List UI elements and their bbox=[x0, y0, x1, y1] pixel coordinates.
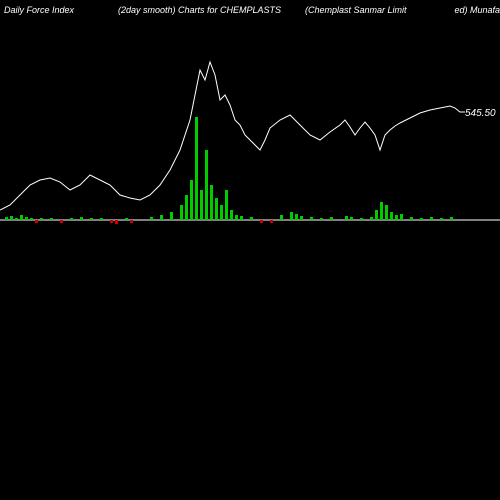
volume-bar bbox=[290, 212, 293, 220]
volume-bar bbox=[410, 217, 413, 220]
volume-bar bbox=[200, 190, 203, 220]
volume-bar bbox=[380, 202, 383, 220]
chart-area: 545.50 bbox=[0, 20, 500, 480]
volume-bar bbox=[270, 220, 273, 223]
volume-bar bbox=[330, 217, 333, 220]
volume-bar bbox=[440, 218, 443, 220]
price-line bbox=[0, 62, 465, 210]
volume-bar bbox=[70, 218, 73, 220]
chart-header: Daily Force Index (2day smooth) Charts f… bbox=[0, 2, 500, 18]
volume-bar bbox=[35, 220, 38, 223]
volume-bar bbox=[280, 215, 283, 220]
volume-bar bbox=[125, 218, 128, 220]
chart-svg bbox=[0, 20, 500, 480]
volume-bar bbox=[400, 214, 403, 220]
volume-bar bbox=[295, 214, 298, 220]
volume-bar bbox=[430, 217, 433, 220]
volume-bar bbox=[235, 215, 238, 220]
volume-bar bbox=[185, 195, 188, 220]
volume-bar bbox=[360, 218, 363, 220]
volume-bar bbox=[15, 218, 18, 220]
volume-bar bbox=[385, 205, 388, 220]
volume-bar bbox=[300, 216, 303, 220]
volume-bar bbox=[350, 217, 353, 220]
volume-bar bbox=[150, 217, 153, 220]
volume-bar bbox=[160, 215, 163, 220]
volume-bar bbox=[260, 220, 263, 223]
volume-bar bbox=[30, 218, 33, 220]
volume-bar bbox=[205, 150, 208, 220]
volume-bar bbox=[420, 218, 423, 220]
header-mid2: (Chemplast Sanmar Limit bbox=[305, 5, 407, 15]
volume-bar bbox=[80, 217, 83, 220]
volume-bar bbox=[5, 217, 8, 220]
volume-bar bbox=[20, 215, 23, 220]
volume-bar bbox=[25, 217, 28, 220]
volume-bar bbox=[310, 217, 313, 220]
volume-bar bbox=[240, 216, 243, 220]
volume-bar bbox=[60, 220, 63, 223]
volume-bar bbox=[220, 205, 223, 220]
volume-bar bbox=[210, 185, 213, 220]
volume-bar bbox=[230, 210, 233, 220]
price-label: 545.50 bbox=[465, 108, 496, 119]
volume-bar bbox=[250, 217, 253, 220]
volume-bar bbox=[395, 215, 398, 220]
volume-bar bbox=[370, 217, 373, 220]
volume-bar bbox=[50, 218, 53, 220]
volume-bar bbox=[10, 216, 13, 220]
header-mid1: (2day smooth) Charts for CHEMPLASTS bbox=[118, 5, 281, 15]
volume-bar bbox=[450, 217, 453, 220]
volume-bar bbox=[345, 216, 348, 220]
volume-bar bbox=[40, 218, 43, 220]
volume-bar bbox=[180, 205, 183, 220]
volume-bar bbox=[100, 218, 103, 220]
volume-bar bbox=[170, 212, 173, 220]
volume-bar bbox=[375, 210, 378, 220]
volume-bar bbox=[115, 220, 118, 224]
volume-bar bbox=[215, 198, 218, 220]
header-left: Daily Force Index bbox=[4, 5, 74, 15]
volume-bar bbox=[90, 218, 93, 220]
volume-bar bbox=[390, 212, 393, 220]
volume-bar bbox=[225, 190, 228, 220]
volume-bar bbox=[110, 220, 113, 223]
volume-bar bbox=[130, 220, 133, 223]
header-right: ed) Munafa bbox=[454, 5, 500, 15]
volume-bar bbox=[190, 180, 193, 220]
volume-bar bbox=[320, 218, 323, 220]
volume-bar bbox=[195, 117, 198, 220]
